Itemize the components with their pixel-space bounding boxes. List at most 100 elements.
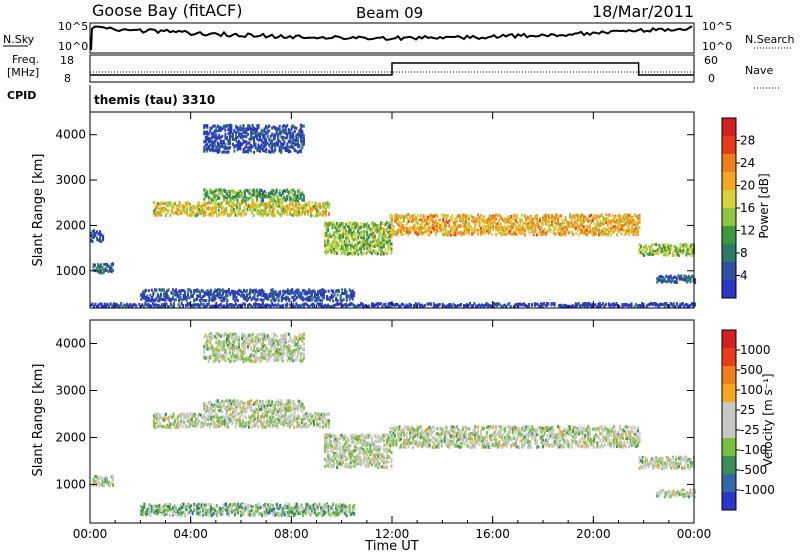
heatmap-cell [232,294,235,298]
heatmap-cell [219,127,222,131]
heatmap-cell [410,227,413,230]
heatmap-cell [382,238,385,242]
heatmap-cell [259,292,262,296]
heatmap-cell [349,230,352,234]
heatmap-cell [238,292,241,296]
heatmap-cell [681,278,684,282]
heatmap-cell [442,214,445,217]
heatmap-cell [672,275,675,279]
heatmap-cell [199,211,202,215]
heatmap-cell [663,305,666,309]
heatmap-cell [273,207,276,211]
heatmap-cell [255,206,258,210]
heatmap-cell [212,135,215,139]
heatmap-cell [238,134,240,137]
heatmap-cell [520,218,523,222]
heatmap-cell [692,279,695,283]
heatmap-cell [622,224,624,228]
heatmap-cell [239,304,242,308]
heatmap-cell [346,225,349,229]
colorbar-tick-label: 28 [740,134,755,148]
heatmap-cell [193,289,196,293]
heatmap-cell [315,299,318,303]
heatmap-cell [228,132,231,136]
heatmap-cell [234,203,237,207]
heatmap-cell [262,129,265,133]
heatmap-cell [103,478,106,482]
heatmap-cell [184,293,187,297]
heatmap-cell [163,201,166,205]
heatmap-cell [659,274,662,278]
heatmap-cell [204,213,207,217]
heatmap-cell [395,233,398,237]
heatmap-cell [302,210,305,214]
heatmap-cell [216,195,219,199]
heatmap-cell [529,220,532,224]
heatmap-cell [298,134,301,138]
heatmap-cell [274,290,277,294]
heatmap-cell [207,146,210,150]
heatmap-cell [229,293,232,297]
heatmap-cell [225,146,228,150]
heatmap-cell [169,202,172,206]
heatmap-cell [386,229,388,233]
heatmap-cell [238,128,240,132]
heatmap-cell [242,124,245,128]
heatmap-cell [277,135,280,138]
heatmap-cell [336,228,339,232]
heatmap-cell [502,219,505,223]
heatmap-cell [463,232,466,236]
heatmap-cell [641,250,644,253]
heatmap-cell [267,296,270,300]
heatmap-cell [221,127,224,131]
heatmap-cell [323,208,326,212]
heatmap-cell [211,295,214,299]
heatmap-cell [347,294,350,298]
heatmap-cell [425,218,428,222]
heatmap-cell [316,214,318,218]
heatmap-cell [247,304,249,308]
heatmap-cell [350,290,353,294]
heatmap-cell [652,253,655,257]
heatmap-cell [269,138,272,142]
heatmap-cell [311,291,313,295]
heatmap-cell [109,269,112,273]
heatmap-cell [620,224,623,228]
heatmap-cell [274,292,277,296]
heatmap-cell [141,293,144,297]
heatmap-cell [596,221,599,225]
heatmap-cell [94,263,96,267]
heatmap-cell [253,131,256,135]
heatmap-cell [260,303,263,307]
heatmap-cell [310,303,313,307]
heatmap-cell [451,226,454,229]
heatmap-cell [278,191,281,195]
heatmap-cell [661,247,664,251]
power-x-ticks [89,112,695,308]
heatmap-cell [245,203,247,207]
heatmap-cell [596,214,599,218]
heatmap-cell [474,218,476,222]
heatmap-cell [675,277,678,281]
heatmap-cell [517,302,520,306]
heatmap-cell [274,126,277,130]
heatmap-cell [100,233,103,237]
heatmap-cell [351,252,354,256]
heatmap-cell [276,210,279,214]
heatmap-cell [389,239,391,243]
heatmap-cell [266,204,269,207]
heatmap-cell [230,130,233,134]
heatmap-cell [576,218,579,222]
heatmap-cell [357,224,360,228]
heatmap-cell [345,222,348,226]
heatmap-cell [278,189,281,193]
heatmap-cell [439,218,442,222]
heatmap-cell [442,219,445,223]
heatmap-cell [573,226,576,230]
heatmap-cell [343,252,346,256]
heatmap-cell [399,305,402,309]
heatmap-cell [588,226,591,229]
heatmap-cell [222,210,225,214]
heatmap-cell [321,288,324,292]
colorbar-tick-label: 24 [740,156,755,170]
